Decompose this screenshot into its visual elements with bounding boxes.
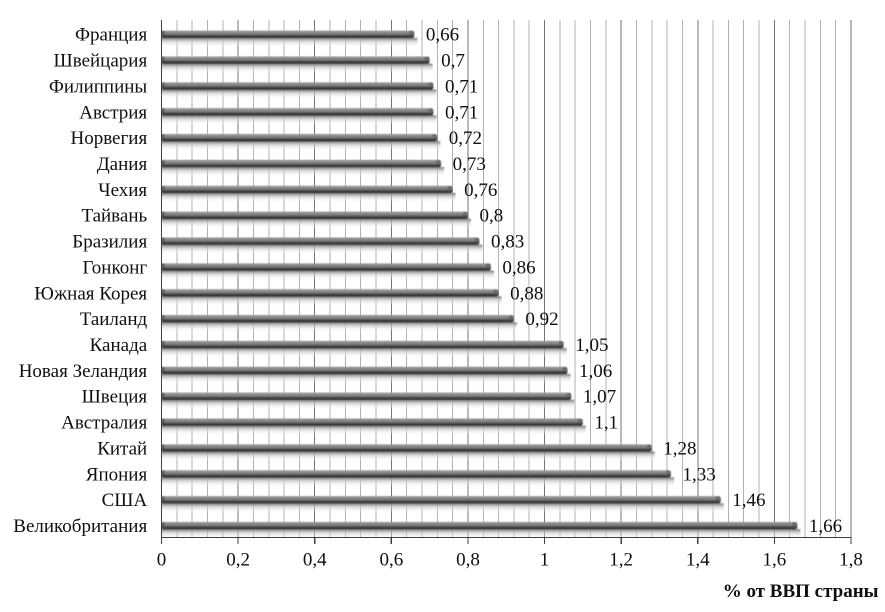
svg-text:0,83: 0,83 xyxy=(491,232,524,253)
svg-text:Австрия: Австрия xyxy=(79,102,147,123)
svg-text:0,88: 0,88 xyxy=(510,283,543,304)
svg-text:0,73: 0,73 xyxy=(453,154,486,175)
svg-text:1,6: 1,6 xyxy=(763,549,787,570)
svg-text:% от ВВП страны: % от ВВП страны xyxy=(723,581,879,602)
svg-text:0,7: 0,7 xyxy=(441,51,465,72)
svg-text:1,07: 1,07 xyxy=(583,387,616,408)
svg-text:1,06: 1,06 xyxy=(579,361,612,382)
svg-text:0,76: 0,76 xyxy=(464,180,497,201)
svg-text:0,92: 0,92 xyxy=(525,309,558,330)
svg-text:Австралия: Австралия xyxy=(61,413,147,434)
svg-text:0,6: 0,6 xyxy=(379,549,403,570)
svg-text:0,71: 0,71 xyxy=(445,76,478,97)
svg-text:Филиппины: Филиппины xyxy=(49,76,148,97)
svg-text:Дания: Дания xyxy=(97,154,148,175)
svg-text:1,33: 1,33 xyxy=(682,464,715,485)
svg-text:0,4: 0,4 xyxy=(303,549,327,570)
svg-text:0,86: 0,86 xyxy=(502,257,535,278)
svg-text:0,71: 0,71 xyxy=(445,102,478,123)
svg-text:0,72: 0,72 xyxy=(449,128,482,149)
svg-text:Япония: Япония xyxy=(86,464,148,485)
svg-text:Южная Корея: Южная Корея xyxy=(34,283,147,304)
svg-text:Бразилия: Бразилия xyxy=(72,232,147,253)
svg-text:Новая Зеландия: Новая Зеландия xyxy=(19,361,148,382)
svg-text:Чехия: Чехия xyxy=(98,180,147,201)
svg-text:Гонконг: Гонконг xyxy=(82,257,147,278)
svg-text:Таиланд: Таиланд xyxy=(80,309,148,330)
svg-text:США: США xyxy=(102,490,148,511)
svg-text:1,1: 1,1 xyxy=(594,413,618,434)
svg-text:Норвегия: Норвегия xyxy=(70,128,147,149)
svg-text:1,4: 1,4 xyxy=(686,549,710,570)
svg-text:Швейцария: Швейцария xyxy=(54,51,148,72)
svg-text:Франция: Франция xyxy=(75,25,147,46)
svg-text:1,05: 1,05 xyxy=(575,335,608,356)
svg-text:Тайвань: Тайвань xyxy=(81,206,147,227)
svg-text:Великобритания: Великобритания xyxy=(13,516,147,537)
svg-text:1,28: 1,28 xyxy=(663,438,696,459)
svg-text:0,66: 0,66 xyxy=(426,25,459,46)
svg-text:0,8: 0,8 xyxy=(456,549,480,570)
svg-text:1: 1 xyxy=(540,549,550,570)
svg-text:1,66: 1,66 xyxy=(809,516,842,537)
svg-text:Канада: Канада xyxy=(90,335,148,356)
svg-text:Китай: Китай xyxy=(97,438,147,459)
svg-text:0,8: 0,8 xyxy=(479,206,503,227)
svg-text:0: 0 xyxy=(157,549,167,570)
svg-text:1,2: 1,2 xyxy=(609,549,633,570)
svg-text:0,2: 0,2 xyxy=(226,549,250,570)
svg-text:Швеция: Швеция xyxy=(82,387,148,408)
svg-text:1,46: 1,46 xyxy=(732,490,765,511)
svg-text:1,8: 1,8 xyxy=(839,549,863,570)
